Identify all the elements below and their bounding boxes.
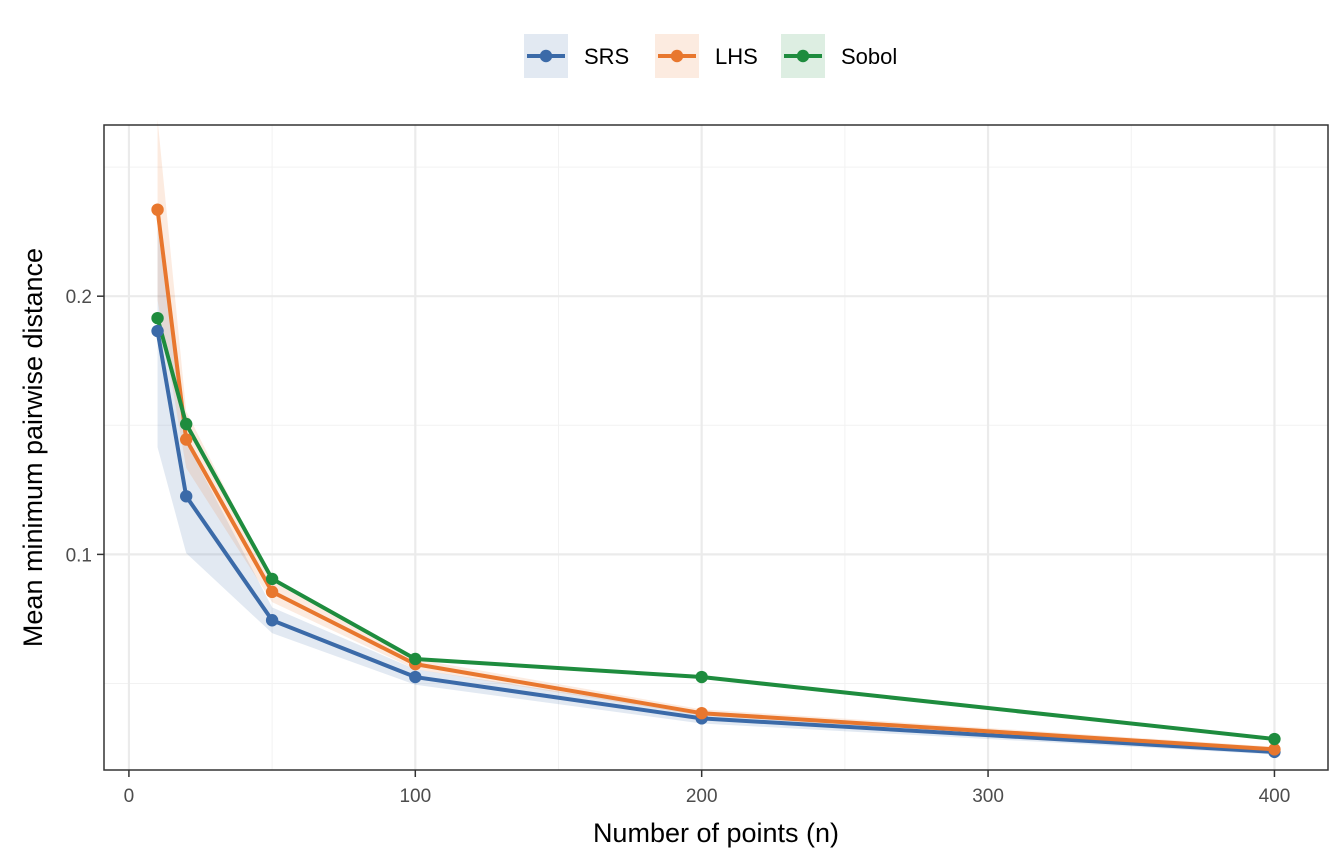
ribbon-lhs bbox=[157, 119, 1275, 751]
line-lhs bbox=[155, 209, 1275, 752]
y-tick-label: 0.2 bbox=[66, 287, 92, 308]
legend-label: Sobol bbox=[841, 44, 897, 69]
legend-key-point bbox=[539, 49, 553, 63]
point-srs bbox=[179, 490, 193, 503]
point-sobol bbox=[265, 572, 279, 586]
line-srs bbox=[155, 330, 1275, 754]
x-tick-label: 0 bbox=[124, 786, 135, 807]
series-lines bbox=[155, 209, 1275, 754]
legend-item-sobol: Sobol bbox=[781, 34, 897, 78]
point-sobol bbox=[1268, 732, 1281, 746]
y-tick-label: 0.1 bbox=[66, 545, 92, 566]
x-axis-title: Number of points (n) bbox=[593, 818, 839, 848]
legend-item-lhs: LHS bbox=[655, 34, 758, 78]
point-sobol bbox=[151, 311, 164, 325]
point-sobol bbox=[179, 417, 193, 431]
legend-label: LHS bbox=[715, 44, 758, 69]
point-lhs bbox=[151, 203, 164, 216]
grid-major bbox=[104, 125, 1328, 770]
point-srs bbox=[151, 324, 164, 338]
point-lhs bbox=[1268, 743, 1281, 756]
legend-key-point bbox=[796, 49, 810, 63]
point-srs bbox=[409, 670, 422, 684]
x-tick-label: 400 bbox=[1259, 786, 1291, 807]
x-tick-label: 300 bbox=[972, 786, 1004, 807]
series-points bbox=[151, 203, 1281, 759]
legend-key-point bbox=[670, 49, 684, 63]
point-lhs bbox=[695, 706, 708, 720]
point-lhs bbox=[265, 585, 279, 599]
ribbon-srs bbox=[157, 227, 1275, 755]
point-lhs bbox=[179, 433, 193, 446]
legend-item-srs: SRS bbox=[524, 34, 629, 78]
x-tick-label: 100 bbox=[399, 786, 431, 807]
ribbon-sobol bbox=[157, 318, 1275, 740]
x-tick-label: 200 bbox=[686, 786, 718, 807]
point-srs bbox=[265, 614, 279, 627]
grid-minor bbox=[104, 125, 1328, 770]
line-sobol bbox=[155, 317, 1275, 742]
panel-border bbox=[103, 124, 1329, 771]
legend-label: SRS bbox=[584, 44, 629, 69]
axis-ticks: 0 100 200 300 400 0.1 0.2 bbox=[66, 287, 1291, 807]
ribbons bbox=[157, 119, 1275, 755]
point-sobol bbox=[695, 670, 708, 684]
point-sobol bbox=[409, 652, 422, 666]
y-axis-title: Mean minimum pairwise distance bbox=[18, 248, 48, 647]
legend: SRS LHS Sobol bbox=[524, 34, 897, 78]
